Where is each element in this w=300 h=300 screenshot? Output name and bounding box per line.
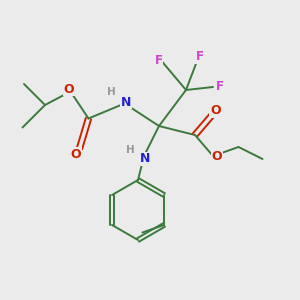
Text: O: O [70, 148, 81, 161]
Text: N: N [121, 95, 131, 109]
Text: F: F [154, 53, 162, 67]
Text: N: N [140, 152, 151, 166]
Text: O: O [64, 82, 74, 96]
Text: H: H [126, 145, 135, 155]
Text: F: F [216, 80, 224, 94]
Text: O: O [211, 149, 222, 163]
Text: F: F [196, 50, 203, 64]
Text: O: O [210, 104, 221, 117]
Text: H: H [106, 87, 116, 97]
